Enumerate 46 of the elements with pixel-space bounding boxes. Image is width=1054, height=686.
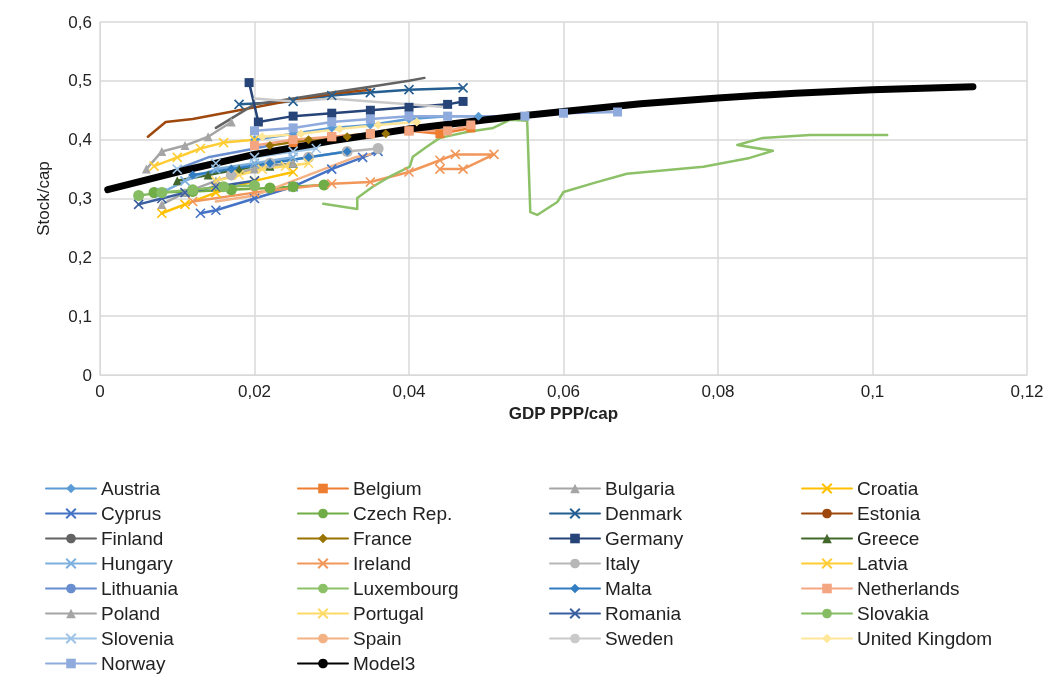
legend-label: Slovakia xyxy=(857,603,930,624)
legend-label: France xyxy=(353,528,413,549)
x-tick-label: 0,04 xyxy=(392,382,426,401)
x-tick-label: 0 xyxy=(95,382,105,401)
legend-label: Sweden xyxy=(605,628,674,649)
legend-label: Germany xyxy=(605,528,684,549)
legend-label: Croatia xyxy=(857,478,919,499)
x-tick-label: 0,08 xyxy=(701,382,735,401)
legend-label: Ireland xyxy=(353,553,412,574)
legend-label: Norway xyxy=(101,653,166,674)
legend-label: Spain xyxy=(353,628,402,649)
legend-label: Denmark xyxy=(605,503,683,524)
legend-label: Estonia xyxy=(857,503,921,524)
x-tick-label: 0,02 xyxy=(237,382,272,401)
legend-label: Austria xyxy=(101,478,161,499)
legend-label: Lithuania xyxy=(101,578,179,599)
legend-label: Cyprus xyxy=(101,503,162,524)
legend-label: Model3 xyxy=(353,653,416,674)
legend-label: Malta xyxy=(605,578,652,599)
x-tick-label: 0,12 xyxy=(1010,382,1044,401)
legend-label: Finland xyxy=(101,528,164,549)
legend-label: Latvia xyxy=(857,553,909,574)
legend-label: Hungary xyxy=(101,553,174,574)
y-tick-label: 0,5 xyxy=(68,71,92,91)
legend-label: Luxembourg xyxy=(353,578,459,599)
legend-label: Czech Rep. xyxy=(353,503,453,524)
legend-label: Portugal xyxy=(353,603,424,624)
y-tick-label: 0,4 xyxy=(68,130,92,150)
x-axis-title: GDP PPP/cap xyxy=(508,404,619,423)
y-tick-label: 0,6 xyxy=(68,12,92,32)
y-tick-label: 0,3 xyxy=(68,189,92,208)
legend-label: Italy xyxy=(605,553,641,574)
legend-label: Belgium xyxy=(353,478,422,499)
legend-label: Poland xyxy=(101,603,161,624)
y-tick-label: 0 xyxy=(82,365,92,385)
y-axis-title: Stock/cap xyxy=(34,161,53,236)
legend-label: United Kingdom xyxy=(857,628,993,649)
y-tick-label: 0,2 xyxy=(68,247,92,267)
legend-label: Bulgaria xyxy=(605,478,676,499)
y-tick-label: 0,1 xyxy=(68,306,92,326)
legend-label: Netherlands xyxy=(857,578,960,599)
legend-label: Romania xyxy=(605,603,682,624)
legend-label: Slovenia xyxy=(101,628,175,649)
x-tick-label: 0,06 xyxy=(546,382,581,401)
legend-label: Greece xyxy=(857,528,920,549)
x-tick-label: 0,1 xyxy=(860,382,885,401)
